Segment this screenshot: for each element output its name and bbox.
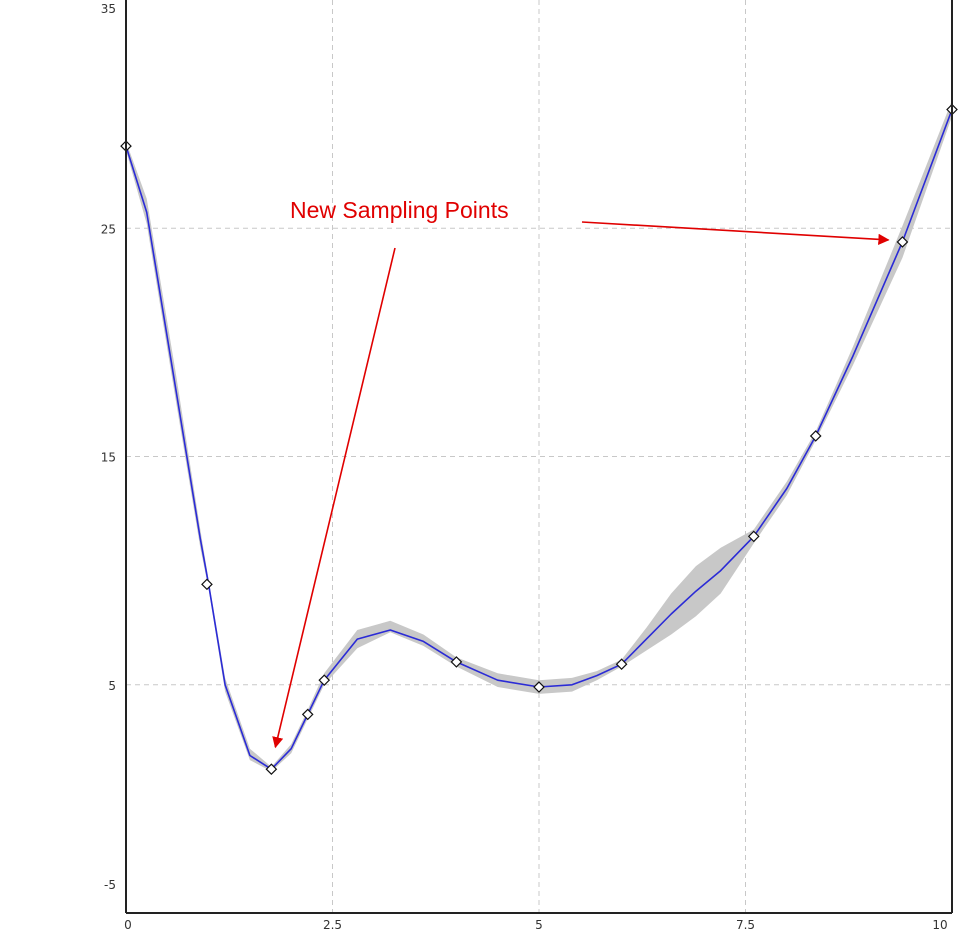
y-tick-label: -5 [104,878,116,892]
x-tick-label: 7.5 [736,918,755,930]
annotation-arrow-right [581,221,890,245]
mean-curve [125,109,953,771]
sample-point [450,656,463,668]
sample-point [896,236,909,248]
sample-point [201,578,213,591]
sample-point [265,763,278,776]
annotation-arrow-left [272,247,396,749]
sample-point [533,681,545,693]
y-tick-label: 35 [101,2,116,16]
sample-point [809,430,822,442]
sample-point [747,530,760,543]
annotation-label: New Sampling Points [290,197,509,223]
y-tick-label: 25 [101,222,116,236]
sample-point [318,674,331,687]
x-tick-label: 2.5 [323,918,342,930]
x-tick-label: 0 [124,918,132,930]
sample-point [301,708,314,721]
x-tick-label: 10 [932,918,947,930]
sample-point [615,658,628,671]
y-tick-label: 15 [101,451,116,465]
x-tick-label: 5 [535,918,543,930]
y-tick-label: 5 [108,679,116,693]
